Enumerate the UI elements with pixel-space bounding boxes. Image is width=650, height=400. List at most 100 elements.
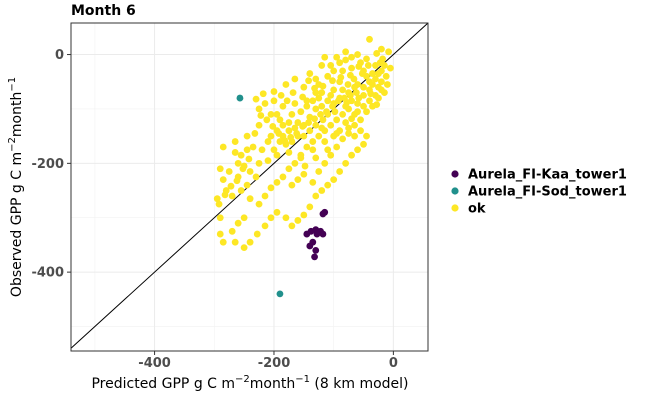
point-ok [239, 165, 247, 173]
point-ok [216, 230, 224, 238]
point-ok [285, 119, 293, 126]
point-ok [324, 181, 332, 189]
point-ok [339, 135, 347, 143]
point-ok [255, 159, 263, 167]
point-ok [273, 151, 281, 159]
point-Aurela_FI-Kaa_tower1 [306, 242, 314, 250]
point-ok [276, 116, 284, 124]
point-ok [369, 81, 376, 88]
point-ok [351, 132, 358, 140]
x-tick-label: -200 [258, 356, 291, 371]
point-ok [315, 94, 323, 102]
point-ok [233, 177, 241, 185]
point-ok [243, 132, 251, 140]
point-ok [221, 191, 229, 199]
point-ok [309, 97, 317, 105]
point-ok [333, 53, 341, 61]
point-ok [345, 124, 353, 132]
point-ok [358, 70, 366, 77]
point-ok [273, 110, 281, 118]
point-ok [264, 157, 272, 165]
point-ok [255, 200, 263, 208]
legend-label: Aurela_FI-Sod_tower1 [468, 185, 627, 200]
point-ok [261, 192, 269, 200]
point-ok [363, 132, 370, 140]
point-ok [357, 116, 364, 124]
point-ok [306, 70, 314, 77]
point-ok [299, 122, 307, 130]
y-axis-title-base: Observed GPP g C m [9, 152, 25, 297]
data-points [213, 35, 394, 298]
x-axis-ticks: -400 -200 0 [138, 351, 398, 371]
point-ok [345, 130, 353, 137]
point-ok [348, 53, 355, 61]
point-ok [303, 143, 311, 151]
point-ok [309, 178, 317, 186]
point-ok [306, 203, 314, 211]
x-axis-title-mid: month [250, 376, 295, 392]
point-ok [279, 173, 287, 181]
point-ok [352, 89, 360, 97]
point-ok [312, 105, 320, 113]
point-ok [369, 70, 376, 77]
point-ok [291, 75, 299, 83]
x-axis-title-exp2: −1 [295, 374, 310, 385]
point-ok [337, 73, 345, 81]
point-ok [354, 51, 361, 58]
point-ok [311, 84, 318, 92]
point-ok [240, 214, 248, 222]
point-ok [293, 130, 301, 137]
point-ok [366, 35, 373, 43]
point-ok [240, 244, 248, 252]
point-ok [291, 100, 299, 107]
point-ok [297, 154, 305, 162]
point-ok [267, 184, 275, 192]
y-tick-label: 0 [55, 48, 64, 63]
point-ok [291, 159, 299, 167]
panel-border [70, 22, 429, 352]
point-ok [318, 187, 326, 194]
point-ok [336, 127, 344, 135]
point-ok [345, 105, 353, 113]
point-ok [346, 91, 354, 99]
point-ok [329, 77, 336, 85]
point-ok [336, 168, 344, 175]
point-ok [259, 90, 267, 98]
point-ok [255, 121, 263, 129]
point-ok [234, 219, 242, 227]
point-ok [321, 138, 329, 145]
point-ok [323, 108, 330, 116]
point-ok [243, 181, 251, 189]
y-tick-label: -400 [31, 266, 64, 281]
legend-key [451, 187, 459, 195]
y-tick-label: -200 [31, 157, 64, 172]
point-ok [376, 59, 384, 67]
plot-panel [70, 22, 429, 352]
point-Aurela_FI-Kaa_tower1 [311, 253, 318, 261]
point-ok [237, 187, 245, 194]
point-ok [285, 149, 293, 156]
point-ok [360, 140, 367, 148]
point-ok [330, 132, 338, 140]
point-ok [305, 77, 313, 85]
point-ok [282, 214, 290, 222]
point-ok [348, 151, 355, 159]
point-ok [341, 94, 348, 102]
point-ok [288, 110, 296, 118]
point-ok [303, 102, 311, 110]
point-ok [342, 48, 350, 56]
point-ok [267, 214, 275, 222]
point-ok [283, 97, 291, 105]
point-ok [309, 138, 317, 145]
point-ok [355, 63, 363, 70]
point-ok [243, 146, 251, 154]
point-ok [216, 165, 224, 173]
point-ok [306, 127, 314, 135]
point-ok [216, 214, 224, 222]
point-ok [267, 110, 275, 118]
point-ok [249, 143, 257, 151]
y-axis-title: Observed GPP g C m−2month−1 [7, 77, 25, 297]
point-ok [300, 211, 308, 219]
point-ok [363, 108, 370, 116]
point-ok [251, 130, 259, 137]
